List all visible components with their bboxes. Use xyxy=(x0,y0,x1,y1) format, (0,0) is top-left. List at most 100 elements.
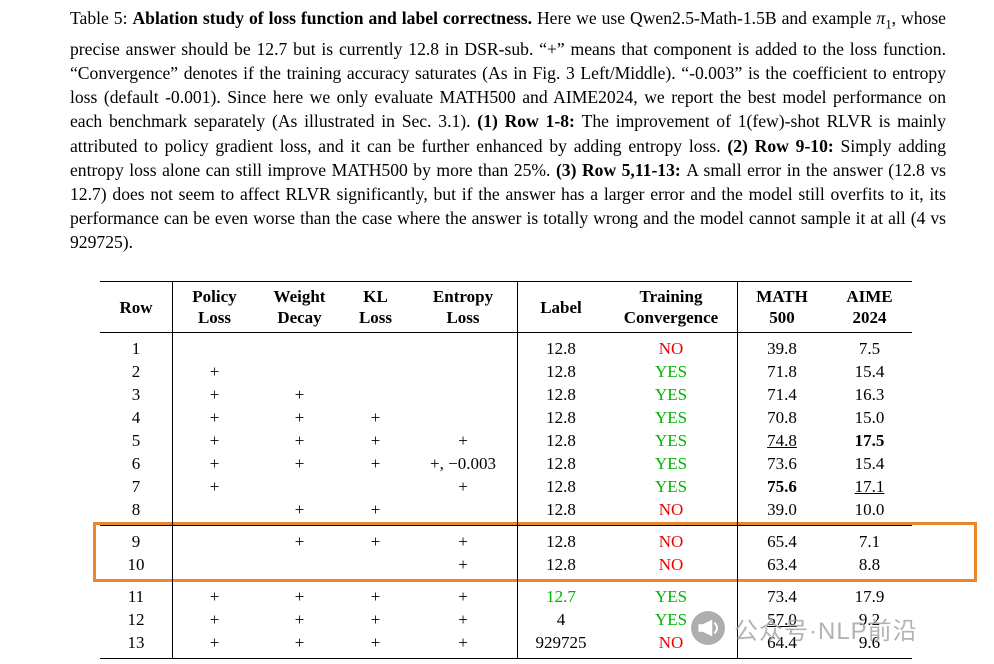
table-row: 12 + + + +4 YES 57.0 9.2 xyxy=(100,608,912,631)
highlighted-row-group: 9 + + +12.8 NO 65.4 7.1 10 +12.8 NO 63.4 8.8 xyxy=(93,522,977,582)
table-cell: 13 xyxy=(127,633,145,652)
table-cell: + xyxy=(209,362,220,381)
table-cell: 7.5 xyxy=(858,339,881,358)
watermark: 公众号·NLP前沿 xyxy=(690,606,918,650)
ablation-table: Row Policy Loss Weight Decay KL Loss Entropy Los… xyxy=(93,281,977,659)
table-header-rule xyxy=(100,332,912,333)
table-vertical-rule-3 xyxy=(737,281,739,659)
table-row: 9 + + +12.8 NO 65.4 7.1 xyxy=(100,530,912,553)
caption-segment: Table 5: xyxy=(70,8,133,28)
watermark-text: 公众号·NLP前沿 xyxy=(734,617,918,645)
table-cell: + xyxy=(370,431,381,450)
table-vertical-rule-2 xyxy=(517,281,519,659)
table-cell: + xyxy=(294,431,305,450)
table-cell: 5 xyxy=(131,431,141,450)
table-cell xyxy=(342,337,409,360)
table-cell: 17.5 xyxy=(854,431,885,450)
table-cell: 12 xyxy=(127,610,145,629)
table-cell: 9.6 xyxy=(858,633,881,652)
table-cell xyxy=(172,337,257,360)
table-cell: + xyxy=(209,454,220,473)
table-cell xyxy=(409,406,517,429)
table-cell: + xyxy=(370,454,381,473)
table-cell: + xyxy=(370,532,381,551)
table-row: 3 + +12.8 YES 71.4 16.3 xyxy=(100,383,912,406)
table-cell: + xyxy=(209,477,220,496)
table-cell: 12.7 xyxy=(546,587,576,606)
caption-segment: Simply adding entropy loss alone can sti… xyxy=(70,135,947,180)
table-cell xyxy=(172,553,257,576)
table-cell: 2 xyxy=(131,362,141,381)
table-cell: + xyxy=(294,408,305,427)
caption-segment: π xyxy=(876,8,886,28)
column-header: AIME 2024 xyxy=(846,287,893,327)
table-cell: + xyxy=(209,610,220,629)
table-cell: 12.8 xyxy=(546,454,576,473)
table-cell xyxy=(257,475,342,498)
table-cell: YES xyxy=(654,477,688,496)
caption-segment: 1 xyxy=(885,17,892,32)
table-cell: + xyxy=(209,408,220,427)
table-cell: + xyxy=(209,385,220,404)
table-cell: + xyxy=(370,408,381,427)
table-cell: 74.8 xyxy=(767,431,797,450)
table-cell xyxy=(409,337,517,360)
table-cell: 15.4 xyxy=(854,454,885,473)
caption-segment: (2) Row 9-10: xyxy=(727,135,841,156)
table-row: 6 + + + +, −0.003 12.8 YES 73.6 15.4 xyxy=(100,452,912,475)
table-cell: + xyxy=(458,633,468,652)
table-cell: NO xyxy=(658,500,684,519)
table-cell: 39.0 xyxy=(767,500,797,519)
column-header: Weight Decay xyxy=(273,287,326,327)
table-cell: 9 xyxy=(131,532,141,551)
table-cell: NO xyxy=(658,532,684,551)
table-cell: 12.8 xyxy=(546,532,576,551)
table-cell xyxy=(257,360,342,383)
table-cell: 57.0 xyxy=(767,610,797,629)
table-cell: YES xyxy=(654,385,688,404)
table-cell: + xyxy=(370,633,381,652)
table-cell: + xyxy=(294,532,305,551)
table-cell: 7.1 xyxy=(858,532,881,551)
table-row: 7 + +12.8 YES 75.6 17.1 xyxy=(100,475,912,498)
table-cell: + xyxy=(458,477,468,496)
table-cell: 1 xyxy=(131,339,141,358)
column-header: MATH 500 xyxy=(756,287,808,327)
table-cell: + xyxy=(209,633,220,652)
column-header: Training Convergence xyxy=(623,287,719,327)
table-cell: + xyxy=(370,587,381,606)
table-cell xyxy=(257,553,342,576)
table-cell xyxy=(172,530,257,553)
table-row: 2 +12.8 YES 71.8 15.4 xyxy=(100,360,912,383)
caption-segment: Here we use Qwen2.5-Math-1.5B and exampl… xyxy=(532,8,877,28)
table-cell: YES xyxy=(654,610,688,629)
column-header: Entropy Loss xyxy=(432,287,494,327)
table-cell: 16.3 xyxy=(854,385,885,404)
table-cell xyxy=(342,360,409,383)
table-cell: + xyxy=(294,385,305,404)
caption-segment: A small error in the answer (12.8 vs 12.… xyxy=(70,159,946,253)
table-cell: 15.4 xyxy=(854,362,885,381)
table-row: 10 +12.8 NO 63.4 8.8 xyxy=(100,553,912,576)
table-cell: 4 xyxy=(556,610,566,629)
table-bottom-rule xyxy=(100,658,912,659)
table-cell: NO xyxy=(658,339,684,358)
table-cell: 8.8 xyxy=(858,555,881,574)
table-cell: 12.8 xyxy=(546,555,576,574)
table-cell xyxy=(409,383,517,406)
table-cell: 4 xyxy=(131,408,141,427)
table-cell xyxy=(257,337,342,360)
table-group-rule xyxy=(100,525,912,526)
table-cell xyxy=(342,383,409,406)
caption-segment: Ablation study of loss function and labe… xyxy=(132,8,532,28)
table-cell: 10 xyxy=(127,555,145,574)
table-cell: 17.9 xyxy=(854,587,885,606)
table-cell: YES xyxy=(654,362,688,381)
row-group: 11 + + + +12.7 YES 73.4 17.9 12 + + + +4 YES 57.0 9.2 13… xyxy=(100,581,912,658)
megaphone-icon xyxy=(691,611,725,645)
table-cell: 75.6 xyxy=(767,477,797,496)
table-cell: + xyxy=(458,532,468,551)
table-cell: 12.8 xyxy=(546,477,576,496)
table-row: 13 + + + +929725 NO 64.4 9.6 xyxy=(100,631,912,654)
table-cell: + xyxy=(370,610,381,629)
